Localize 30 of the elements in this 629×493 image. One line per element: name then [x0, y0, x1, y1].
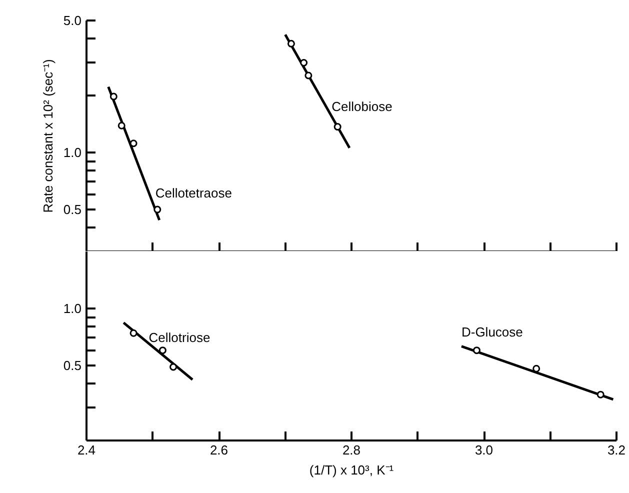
x-tick-label: 3.0: [474, 442, 494, 458]
point: [472, 346, 480, 354]
annotation: Cellotriose: [148, 330, 210, 346]
point: [300, 58, 308, 66]
point: [118, 122, 126, 130]
point: [130, 140, 138, 148]
annotation: Cellotetraose: [155, 186, 232, 201]
point: [110, 92, 118, 100]
y-tick-label: 5.0: [63, 13, 82, 28]
x-axis-title: (1/T) x 10³, K⁻¹: [309, 462, 394, 478]
point: [532, 364, 540, 372]
x-tick-label: 2.4: [77, 442, 96, 458]
y-tick-label: 0.5: [63, 358, 82, 373]
y-tick-label: 0.5: [63, 202, 82, 218]
y-tick-label: 1.0: [63, 145, 82, 160]
point: [596, 390, 604, 398]
point: [287, 40, 295, 48]
y-axis-title: Rate constant x 10² (sec⁻¹): [40, 59, 56, 213]
point: [154, 206, 162, 214]
x-tick-label: 2.6: [210, 442, 228, 458]
x-tick-label: 2.8: [342, 442, 361, 458]
point: [304, 72, 312, 80]
series-label: D-Glucose: [461, 324, 523, 340]
point: [130, 329, 138, 337]
annotation: Cellobiose: [332, 99, 392, 114]
y-tick-label: 1.0: [63, 300, 82, 316]
point: [158, 346, 166, 354]
point: [334, 123, 342, 131]
point: [170, 363, 178, 371]
x-tick-label: 3.2: [607, 442, 626, 458]
